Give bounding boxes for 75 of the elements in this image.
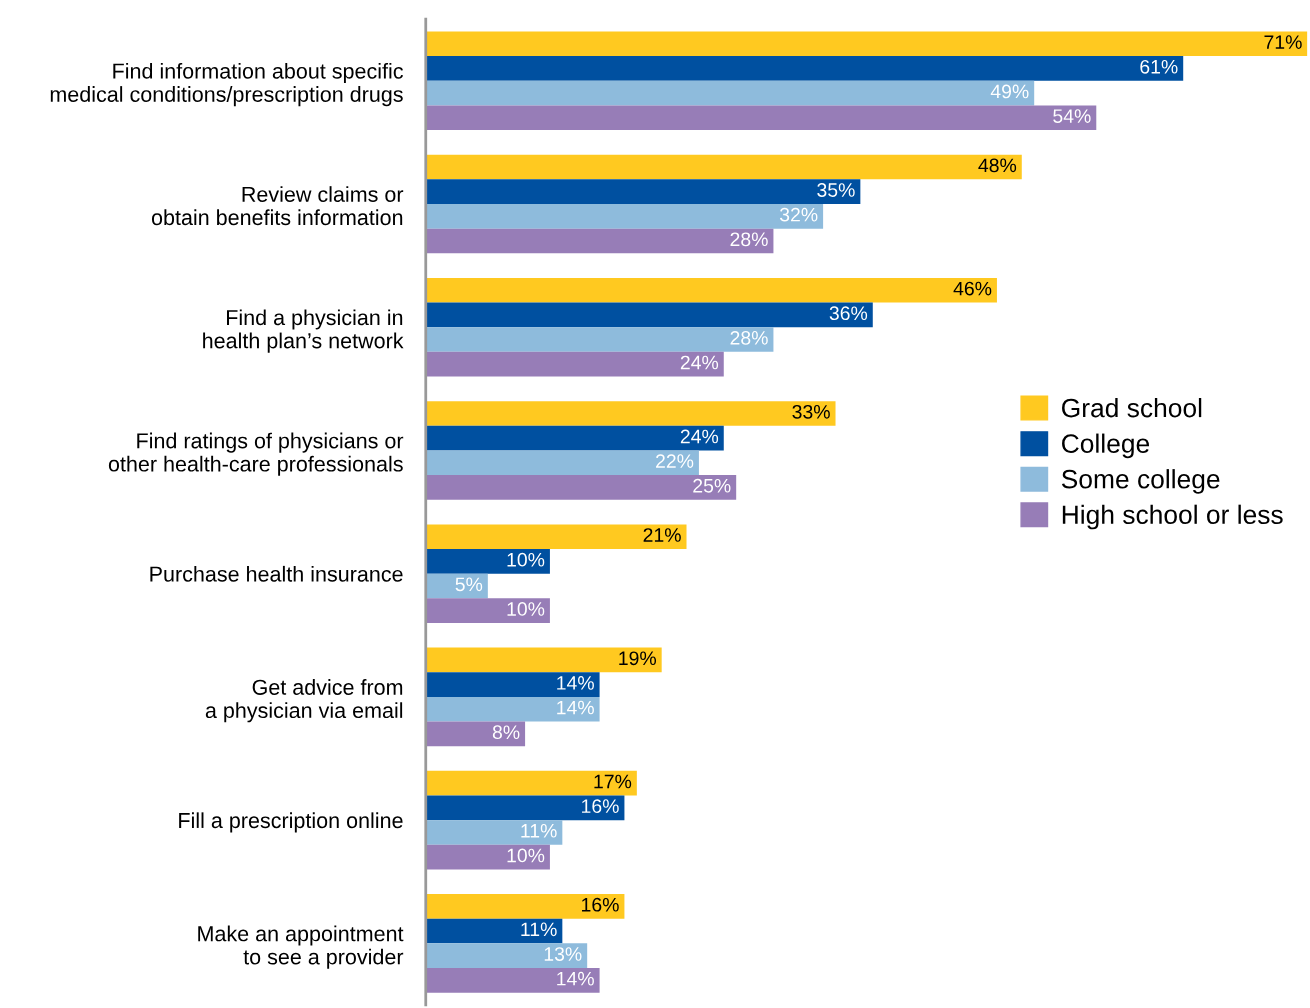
data-label: 21% xyxy=(643,528,681,542)
data-label: 10% xyxy=(507,602,545,616)
y-tick-label: Find information about specific medical conditions/prescription drugs xyxy=(50,62,403,107)
legend-label: Some college xyxy=(1061,469,1220,494)
legend-label: College xyxy=(1062,433,1150,459)
data-label: 61% xyxy=(1140,59,1178,74)
bar xyxy=(425,721,526,747)
bar xyxy=(425,672,600,697)
data-label: 28% xyxy=(730,331,768,345)
y-tick-label: Make an appointment to see a provider xyxy=(198,925,404,969)
data-label: 22% xyxy=(656,454,694,468)
data-label: 13% xyxy=(544,947,582,961)
bar xyxy=(425,943,588,969)
data-label: 28% xyxy=(730,232,768,247)
y-tick-label: Get advice from a physician via email xyxy=(205,679,403,723)
y-tick-label: Review claims or obtain benefits information xyxy=(151,186,404,226)
data-label: 17% xyxy=(594,774,632,789)
bar xyxy=(425,277,997,303)
legend-label: Grad school xyxy=(1062,398,1202,418)
bar xyxy=(425,302,873,328)
data-label: 10% xyxy=(507,552,545,567)
data-label: 71% xyxy=(1264,35,1302,49)
bar xyxy=(425,154,1022,180)
bar xyxy=(425,351,724,377)
data-label: 16% xyxy=(582,897,619,912)
bar xyxy=(425,203,824,229)
bar xyxy=(425,844,550,870)
data-label: 54% xyxy=(1053,109,1091,123)
y-tick-label: Fill a prescription online xyxy=(179,812,403,833)
bar xyxy=(425,327,774,352)
data-label: 32% xyxy=(779,207,818,222)
data-label: 14% xyxy=(557,676,594,690)
data-label: 19% xyxy=(619,651,657,666)
y-tick-label: Find ratings of physicians or other health-care professionals xyxy=(108,432,404,476)
bar xyxy=(425,968,600,993)
y-tick-label: Purchase health insurance xyxy=(150,565,403,582)
data-label: 48% xyxy=(978,158,1017,173)
data-label: 10% xyxy=(507,848,545,863)
bar xyxy=(425,918,563,944)
data-label: 14% xyxy=(557,700,594,715)
bar xyxy=(425,795,625,821)
bar xyxy=(425,475,737,500)
bar xyxy=(425,770,637,796)
bar xyxy=(425,524,687,550)
bar xyxy=(425,820,563,845)
bar xyxy=(425,80,1035,106)
bar xyxy=(425,894,625,919)
data-label: 11% xyxy=(521,823,557,838)
data-label: 24% xyxy=(680,355,719,370)
data-label: 35% xyxy=(817,183,855,197)
data-label: 36% xyxy=(829,306,868,321)
bar xyxy=(425,598,550,623)
legend-label: High school or less xyxy=(1062,504,1283,530)
bar xyxy=(425,549,550,574)
data-label: 14% xyxy=(557,971,594,986)
data-label: 5% xyxy=(455,577,483,592)
bar xyxy=(425,401,836,426)
bar xyxy=(425,56,1184,81)
bar xyxy=(425,105,1097,131)
bar xyxy=(425,228,774,254)
data-label: 16% xyxy=(582,799,619,814)
data-label: 33% xyxy=(792,404,830,419)
data-label: 8% xyxy=(492,725,520,740)
y-tick-label: Find a physician in health plan’s network xyxy=(203,309,404,353)
bar xyxy=(425,179,861,204)
bar xyxy=(425,31,1308,57)
data-label: 46% xyxy=(953,281,992,296)
data-label: 25% xyxy=(693,478,731,493)
bar xyxy=(425,696,600,722)
bar xyxy=(425,647,662,673)
data-label: 24% xyxy=(680,429,719,444)
bar xyxy=(425,425,724,451)
bar xyxy=(425,450,699,476)
data-label: 49% xyxy=(990,84,1029,99)
data-label: 11% xyxy=(521,922,557,937)
